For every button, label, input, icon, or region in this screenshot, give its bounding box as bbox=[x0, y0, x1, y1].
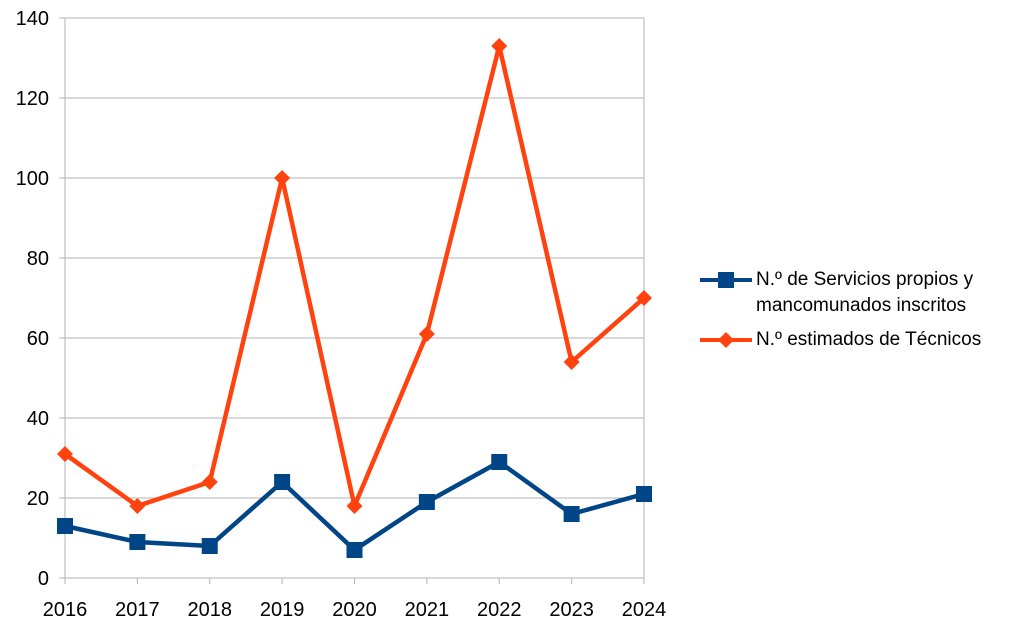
legend: N.º de Servicios propios y mancomunados … bbox=[698, 267, 1034, 361]
x-tick-label: 2021 bbox=[405, 599, 450, 621]
data-point-square bbox=[57, 518, 73, 534]
data-point-square bbox=[201, 538, 218, 554]
x-tick-label: 2019 bbox=[260, 599, 305, 621]
data-point-diamond bbox=[57, 446, 73, 462]
legend-label-servicios: N.º de Servicios propios y mancomunados … bbox=[756, 269, 974, 316]
series-lines bbox=[57, 38, 652, 558]
legend-key-square-marker bbox=[700, 272, 752, 288]
y-tick-label: 0 bbox=[38, 568, 49, 590]
data-point-square bbox=[346, 542, 363, 558]
data-point-square bbox=[274, 474, 291, 490]
data-point-square bbox=[636, 486, 652, 502]
x-tick-label: 2017 bbox=[115, 599, 160, 621]
data-point-diamond bbox=[346, 498, 363, 514]
data-point-diamond bbox=[129, 498, 146, 514]
y-tick-label: 40 bbox=[27, 408, 49, 430]
gridlines bbox=[65, 17, 644, 499]
data-point-diamond bbox=[563, 354, 580, 370]
series-line-1 bbox=[63, 43, 646, 509]
x-tick-label: 2020 bbox=[332, 599, 377, 621]
x-tick-label: 2018 bbox=[188, 599, 233, 621]
x-tick-label: 2023 bbox=[549, 599, 594, 621]
y-tick-label: 100 bbox=[16, 168, 49, 190]
legend-label-tecnicos: N.º estimados de Técnicos bbox=[756, 329, 982, 350]
data-point-diamond bbox=[274, 170, 291, 186]
data-point-square bbox=[418, 494, 435, 510]
legend-key-diamond-marker bbox=[700, 332, 752, 348]
legend-item-servicios: N.º de Servicios propios y mancomunados … bbox=[698, 267, 1034, 319]
y-tick-label: 80 bbox=[27, 248, 49, 270]
data-point-diamond bbox=[418, 326, 435, 342]
data-point-square bbox=[491, 454, 508, 470]
x-tick-label: 2024 bbox=[622, 599, 667, 621]
y-tick-label: 140 bbox=[16, 8, 49, 30]
x-tick-label: 2022 bbox=[477, 599, 522, 621]
y-tick-label: 60 bbox=[27, 328, 49, 350]
data-point-diamond bbox=[636, 290, 652, 306]
x-tick-label: 2016 bbox=[43, 599, 88, 621]
data-point-square bbox=[563, 506, 580, 522]
tick-labels: 0 20 40 60 80 100 120 140 2016 2017 2018 2019 2020 20… bbox=[16, 8, 667, 621]
y-tick-label: 20 bbox=[27, 488, 49, 510]
data-point-diamond bbox=[491, 38, 508, 54]
y-tick-label: 120 bbox=[16, 88, 49, 110]
legend-item-tecnicos: N.º estimados de Técnicos bbox=[698, 327, 1034, 353]
data-point-square bbox=[129, 534, 146, 550]
data-point-diamond bbox=[201, 474, 218, 490]
